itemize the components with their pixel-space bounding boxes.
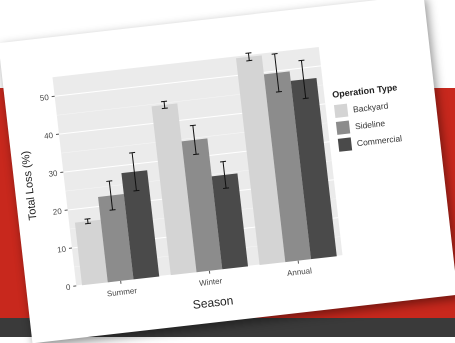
y-tick-label: 10 [57,245,67,255]
x-tick-label-winter: Winter [199,276,223,288]
y-tick-label: 30 [48,169,58,179]
y-axis-title: Total Loss (%) [20,150,40,221]
legend-swatch-commercial [337,137,352,152]
x-tick-label-summer: Summer [106,286,137,298]
y-tick-label: 50 [39,93,49,103]
legend-swatch-sideline [335,120,350,135]
legend-label-commercial: Commercial [356,133,402,148]
x-tick-label-annual: Annual [287,266,313,278]
legend-label-sideline: Sideline [354,118,385,131]
y-tick-label: 0 [65,283,71,293]
legend-title: Operation Type [332,82,398,99]
legend-swatch-backyard [333,103,348,118]
x-axis-title: Season [192,293,234,312]
y-tick-label: 20 [52,207,62,217]
y-tick-label: 40 [44,131,54,141]
legend-label-backyard: Backyard [352,100,389,114]
legend: Operation Type Backyard Sideline Commercia… [332,82,404,152]
